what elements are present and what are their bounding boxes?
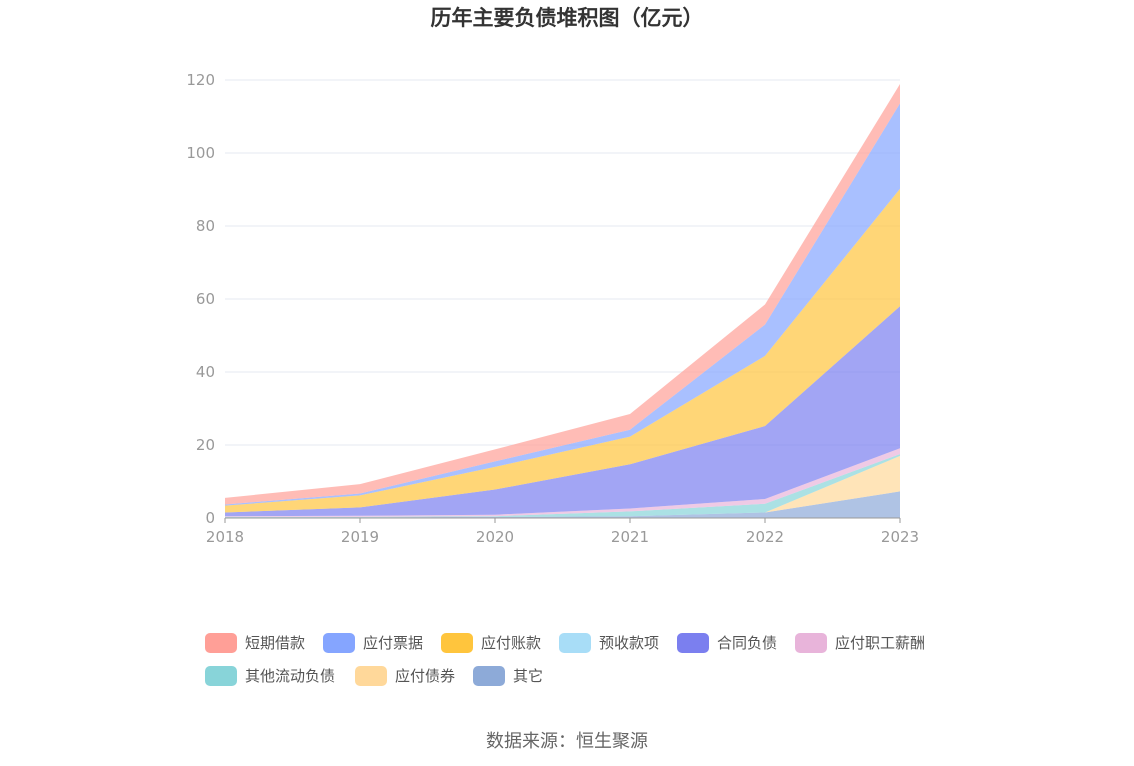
legend-item[interactable]: 短期借款 <box>205 633 305 653</box>
x-tick-label: 2020 <box>476 528 514 546</box>
legend-label: 其他流动负债 <box>245 667 335 685</box>
x-tick-label: 2022 <box>746 528 784 546</box>
legend-label: 其它 <box>513 667 543 685</box>
chart-title: 历年主要负债堆积图（亿元） <box>431 6 704 30</box>
legend-swatch <box>559 633 591 653</box>
legend-label: 应付债券 <box>395 667 455 685</box>
legend-swatch <box>441 633 473 653</box>
x-tick-label: 2019 <box>341 528 379 546</box>
legend-item[interactable]: 预收款项 <box>559 633 659 653</box>
legend-label: 预收款项 <box>599 634 659 652</box>
y-tick-label: 100 <box>186 144 215 162</box>
legend-item[interactable]: 其它 <box>473 666 543 686</box>
legend-item[interactable]: 应付职工薪酬 <box>795 633 925 653</box>
y-tick-label: 60 <box>196 290 215 308</box>
legend-swatch <box>205 666 237 686</box>
area-1 <box>225 491 900 518</box>
y-tick-label: 20 <box>196 436 215 454</box>
legend-swatch <box>323 633 355 653</box>
area-5 <box>225 306 900 517</box>
legend-item[interactable]: 应付票据 <box>323 633 423 653</box>
legend-item[interactable]: 应付账款 <box>441 633 541 653</box>
x-tick-label: 2023 <box>881 528 919 546</box>
legend-item[interactable]: 应付债券 <box>355 666 455 686</box>
area-series <box>225 84 900 518</box>
y-tick-label: 40 <box>196 363 215 381</box>
y-axis: 0 20 40 60 80 100 120 <box>186 71 215 527</box>
legend-label: 应付票据 <box>363 634 423 652</box>
legend-label: 应付账款 <box>481 634 541 652</box>
legend-item[interactable]: 其他流动负债 <box>205 666 335 686</box>
legend-label: 短期借款 <box>245 634 305 652</box>
legend-swatch <box>473 666 505 686</box>
legend-swatch <box>795 633 827 653</box>
legend-item[interactable]: 合同负债 <box>677 633 777 653</box>
y-tick-label: 0 <box>205 509 215 527</box>
legend-swatch <box>355 666 387 686</box>
x-tick-label: 2018 <box>206 528 244 546</box>
y-tick-label: 120 <box>186 71 215 89</box>
legend-label: 合同负债 <box>717 634 777 652</box>
x-axis: 2018 2019 2020 2021 2022 2023 <box>206 517 919 546</box>
legend-swatch <box>205 633 237 653</box>
y-tick-label: 80 <box>196 217 215 235</box>
legend-swatch <box>677 633 709 653</box>
data-source-note: 数据来源：恒生聚源 <box>486 731 648 752</box>
area-7 <box>225 188 900 513</box>
x-tick-label: 2021 <box>611 528 649 546</box>
legend-label: 应付职工薪酬 <box>835 634 925 652</box>
